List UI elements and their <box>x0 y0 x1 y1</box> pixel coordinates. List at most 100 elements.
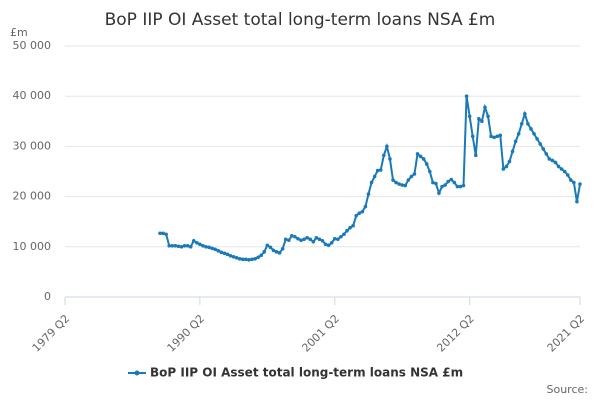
data-point <box>550 158 555 163</box>
data-point <box>461 183 466 188</box>
data-point <box>320 238 325 243</box>
data-point <box>360 209 365 214</box>
data-point <box>290 233 294 238</box>
data-point <box>483 105 487 110</box>
data-point <box>394 180 398 185</box>
data-point <box>385 144 389 149</box>
legend-label: BoP IIP OI Asset total long-term loans N… <box>150 366 463 380</box>
data-point <box>173 243 178 248</box>
data-point <box>268 245 273 250</box>
data-point <box>559 167 564 171</box>
data-point <box>464 94 469 98</box>
data-point <box>519 122 524 126</box>
y-axis-label: £m <box>10 26 28 39</box>
data-point <box>452 180 457 185</box>
chart-title: BoP IIP OI Asset total long-term loans N… <box>105 10 496 30</box>
data-point <box>336 237 340 242</box>
data-point <box>562 169 567 174</box>
data-point <box>225 252 230 257</box>
data-point <box>449 177 454 182</box>
data-point <box>182 243 187 248</box>
data-point <box>538 142 542 146</box>
data-point <box>280 247 285 251</box>
data-point <box>504 164 509 169</box>
data-point <box>167 243 172 248</box>
data-point <box>443 183 447 187</box>
data-point <box>213 247 218 252</box>
data-point <box>191 238 196 243</box>
data-point <box>480 119 484 124</box>
data-point <box>201 243 205 248</box>
x-tick-label: 1990 Q2 <box>165 312 208 355</box>
data-point <box>372 174 377 179</box>
data-point <box>467 114 472 119</box>
data-point <box>424 162 429 166</box>
data-point <box>296 236 300 241</box>
data-point <box>176 244 181 249</box>
data-point <box>329 240 334 245</box>
data-point <box>473 153 478 158</box>
data-point <box>406 178 411 182</box>
data-point <box>204 245 208 249</box>
data-point <box>299 238 303 243</box>
data-point <box>486 114 490 119</box>
data-point <box>569 178 573 182</box>
data-point <box>427 169 432 174</box>
data-point <box>185 243 190 248</box>
data-point <box>547 157 552 161</box>
data-point <box>305 235 309 240</box>
data-point <box>354 213 359 218</box>
x-tick-label: 2012 Q2 <box>434 312 477 355</box>
data-point <box>544 152 549 156</box>
y-tick-label: 40 000 <box>13 89 52 102</box>
data-point <box>277 251 282 255</box>
data-point <box>179 245 184 249</box>
data-point <box>348 225 352 230</box>
data-point <box>345 228 349 233</box>
data-point <box>400 183 405 187</box>
data-point <box>293 234 297 239</box>
data-point <box>492 135 496 140</box>
data-point <box>265 243 270 248</box>
data-point <box>458 184 463 189</box>
data-point <box>274 250 279 254</box>
data-point <box>342 232 346 237</box>
data-point <box>572 180 576 185</box>
y-tick-label: 50 000 <box>13 39 52 52</box>
data-point <box>553 160 558 165</box>
data-point <box>314 235 319 240</box>
y-tick-label: 30 000 <box>13 139 52 152</box>
legend-marker <box>134 370 140 376</box>
data-point <box>216 249 221 253</box>
data-point <box>418 154 423 159</box>
y-tick-label: 10 000 <box>13 240 52 253</box>
data-point <box>403 183 408 188</box>
data-point <box>516 132 521 136</box>
data-point <box>219 250 224 255</box>
data-point <box>271 248 276 253</box>
data-point <box>409 174 414 179</box>
data-point <box>302 237 306 242</box>
data-point <box>237 257 242 261</box>
x-tick-label: 2001 Q2 <box>299 312 342 355</box>
data-point <box>501 167 506 171</box>
data-point <box>535 137 539 141</box>
y-tick-label: 0 <box>44 290 51 303</box>
data-point <box>357 211 362 215</box>
data-point <box>308 237 313 242</box>
data-point <box>434 181 438 186</box>
data-point <box>170 243 175 248</box>
data-point <box>210 246 214 251</box>
data-point <box>198 242 202 247</box>
data-point <box>391 178 395 182</box>
data-point <box>498 133 503 138</box>
x-tick-label: 1979 Q2 <box>30 312 73 355</box>
data-point <box>532 132 536 136</box>
data-point <box>412 172 417 176</box>
data-point <box>207 245 211 250</box>
data-point <box>244 257 248 262</box>
data-point <box>556 164 561 169</box>
data-point <box>250 257 254 262</box>
data-point <box>575 199 579 204</box>
